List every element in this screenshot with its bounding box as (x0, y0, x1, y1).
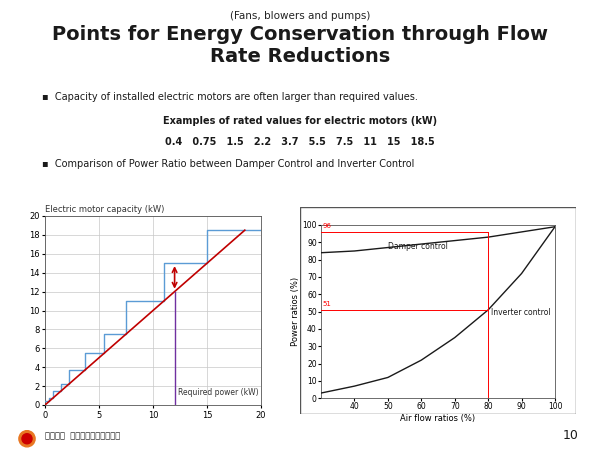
Y-axis label: Power ratios (%): Power ratios (%) (290, 277, 299, 346)
Circle shape (22, 434, 32, 444)
Text: ▪  Comparison of Power Ratio between Damper Control and Inverter Control: ▪ Comparison of Power Ratio between Damp… (42, 159, 415, 169)
Text: 96: 96 (323, 223, 332, 230)
Text: 10: 10 (563, 429, 579, 442)
Circle shape (19, 431, 35, 447)
Text: Rate Reductions: Rate Reductions (210, 47, 390, 66)
Text: (Fans, blowers and pumps): (Fans, blowers and pumps) (230, 11, 370, 21)
X-axis label: Air flow ratios (%): Air flow ratios (%) (400, 414, 476, 423)
Text: Damper control: Damper control (388, 242, 448, 251)
Text: ▪  Capacity of installed electric motors are often larger than required values.: ▪ Capacity of installed electric motors … (42, 92, 418, 102)
Text: Examples of rated values for electric motors (kW): Examples of rated values for electric mo… (163, 116, 437, 126)
Text: Inverter control: Inverter control (491, 308, 551, 317)
Text: Electric motor capacity (kW): Electric motor capacity (kW) (45, 205, 164, 214)
Text: 51: 51 (323, 302, 332, 307)
Text: Points for Energy Conservation through Flow: Points for Energy Conservation through F… (52, 25, 548, 44)
Text: Required power (kW): Required power (kW) (178, 388, 259, 397)
Text: 財団法人  省エネルギーセンター: 財団法人 省エネルギーセンター (45, 431, 120, 440)
FancyBboxPatch shape (300, 207, 576, 414)
Text: 0.4   0.75   1.5   2.2   3.7   5.5   7.5   11   15   18.5: 0.4 0.75 1.5 2.2 3.7 5.5 7.5 11 15 18.5 (165, 137, 435, 147)
